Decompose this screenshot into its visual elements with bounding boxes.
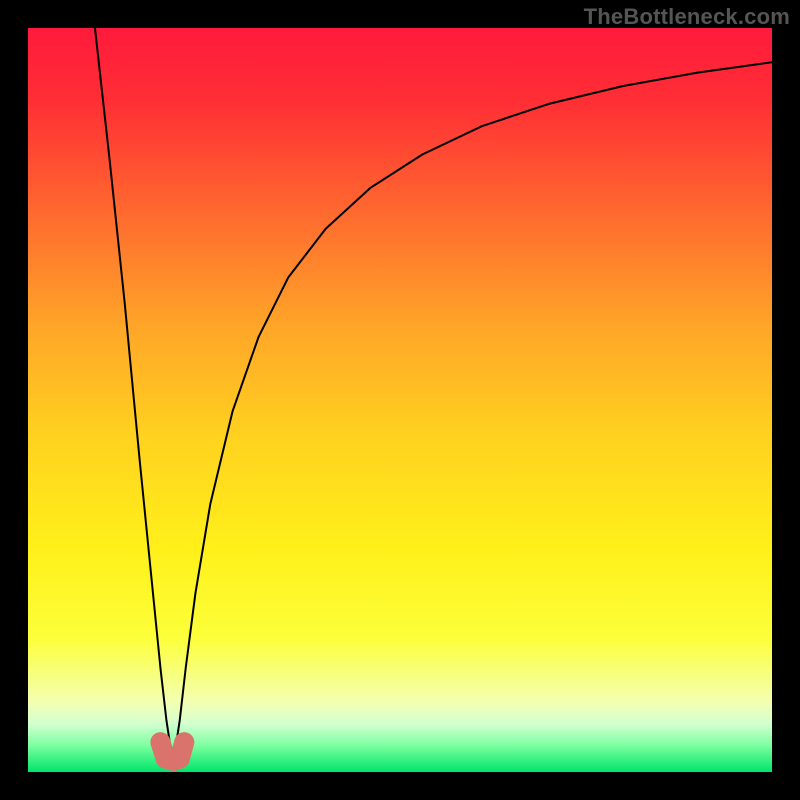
min-marker-dot [174, 732, 194, 752]
chart-frame: TheBottleneck.com [0, 0, 800, 800]
gradient-background [28, 28, 772, 772]
plot-svg [28, 28, 772, 772]
plot-area [28, 28, 772, 772]
watermark-text: TheBottleneck.com [584, 4, 790, 30]
